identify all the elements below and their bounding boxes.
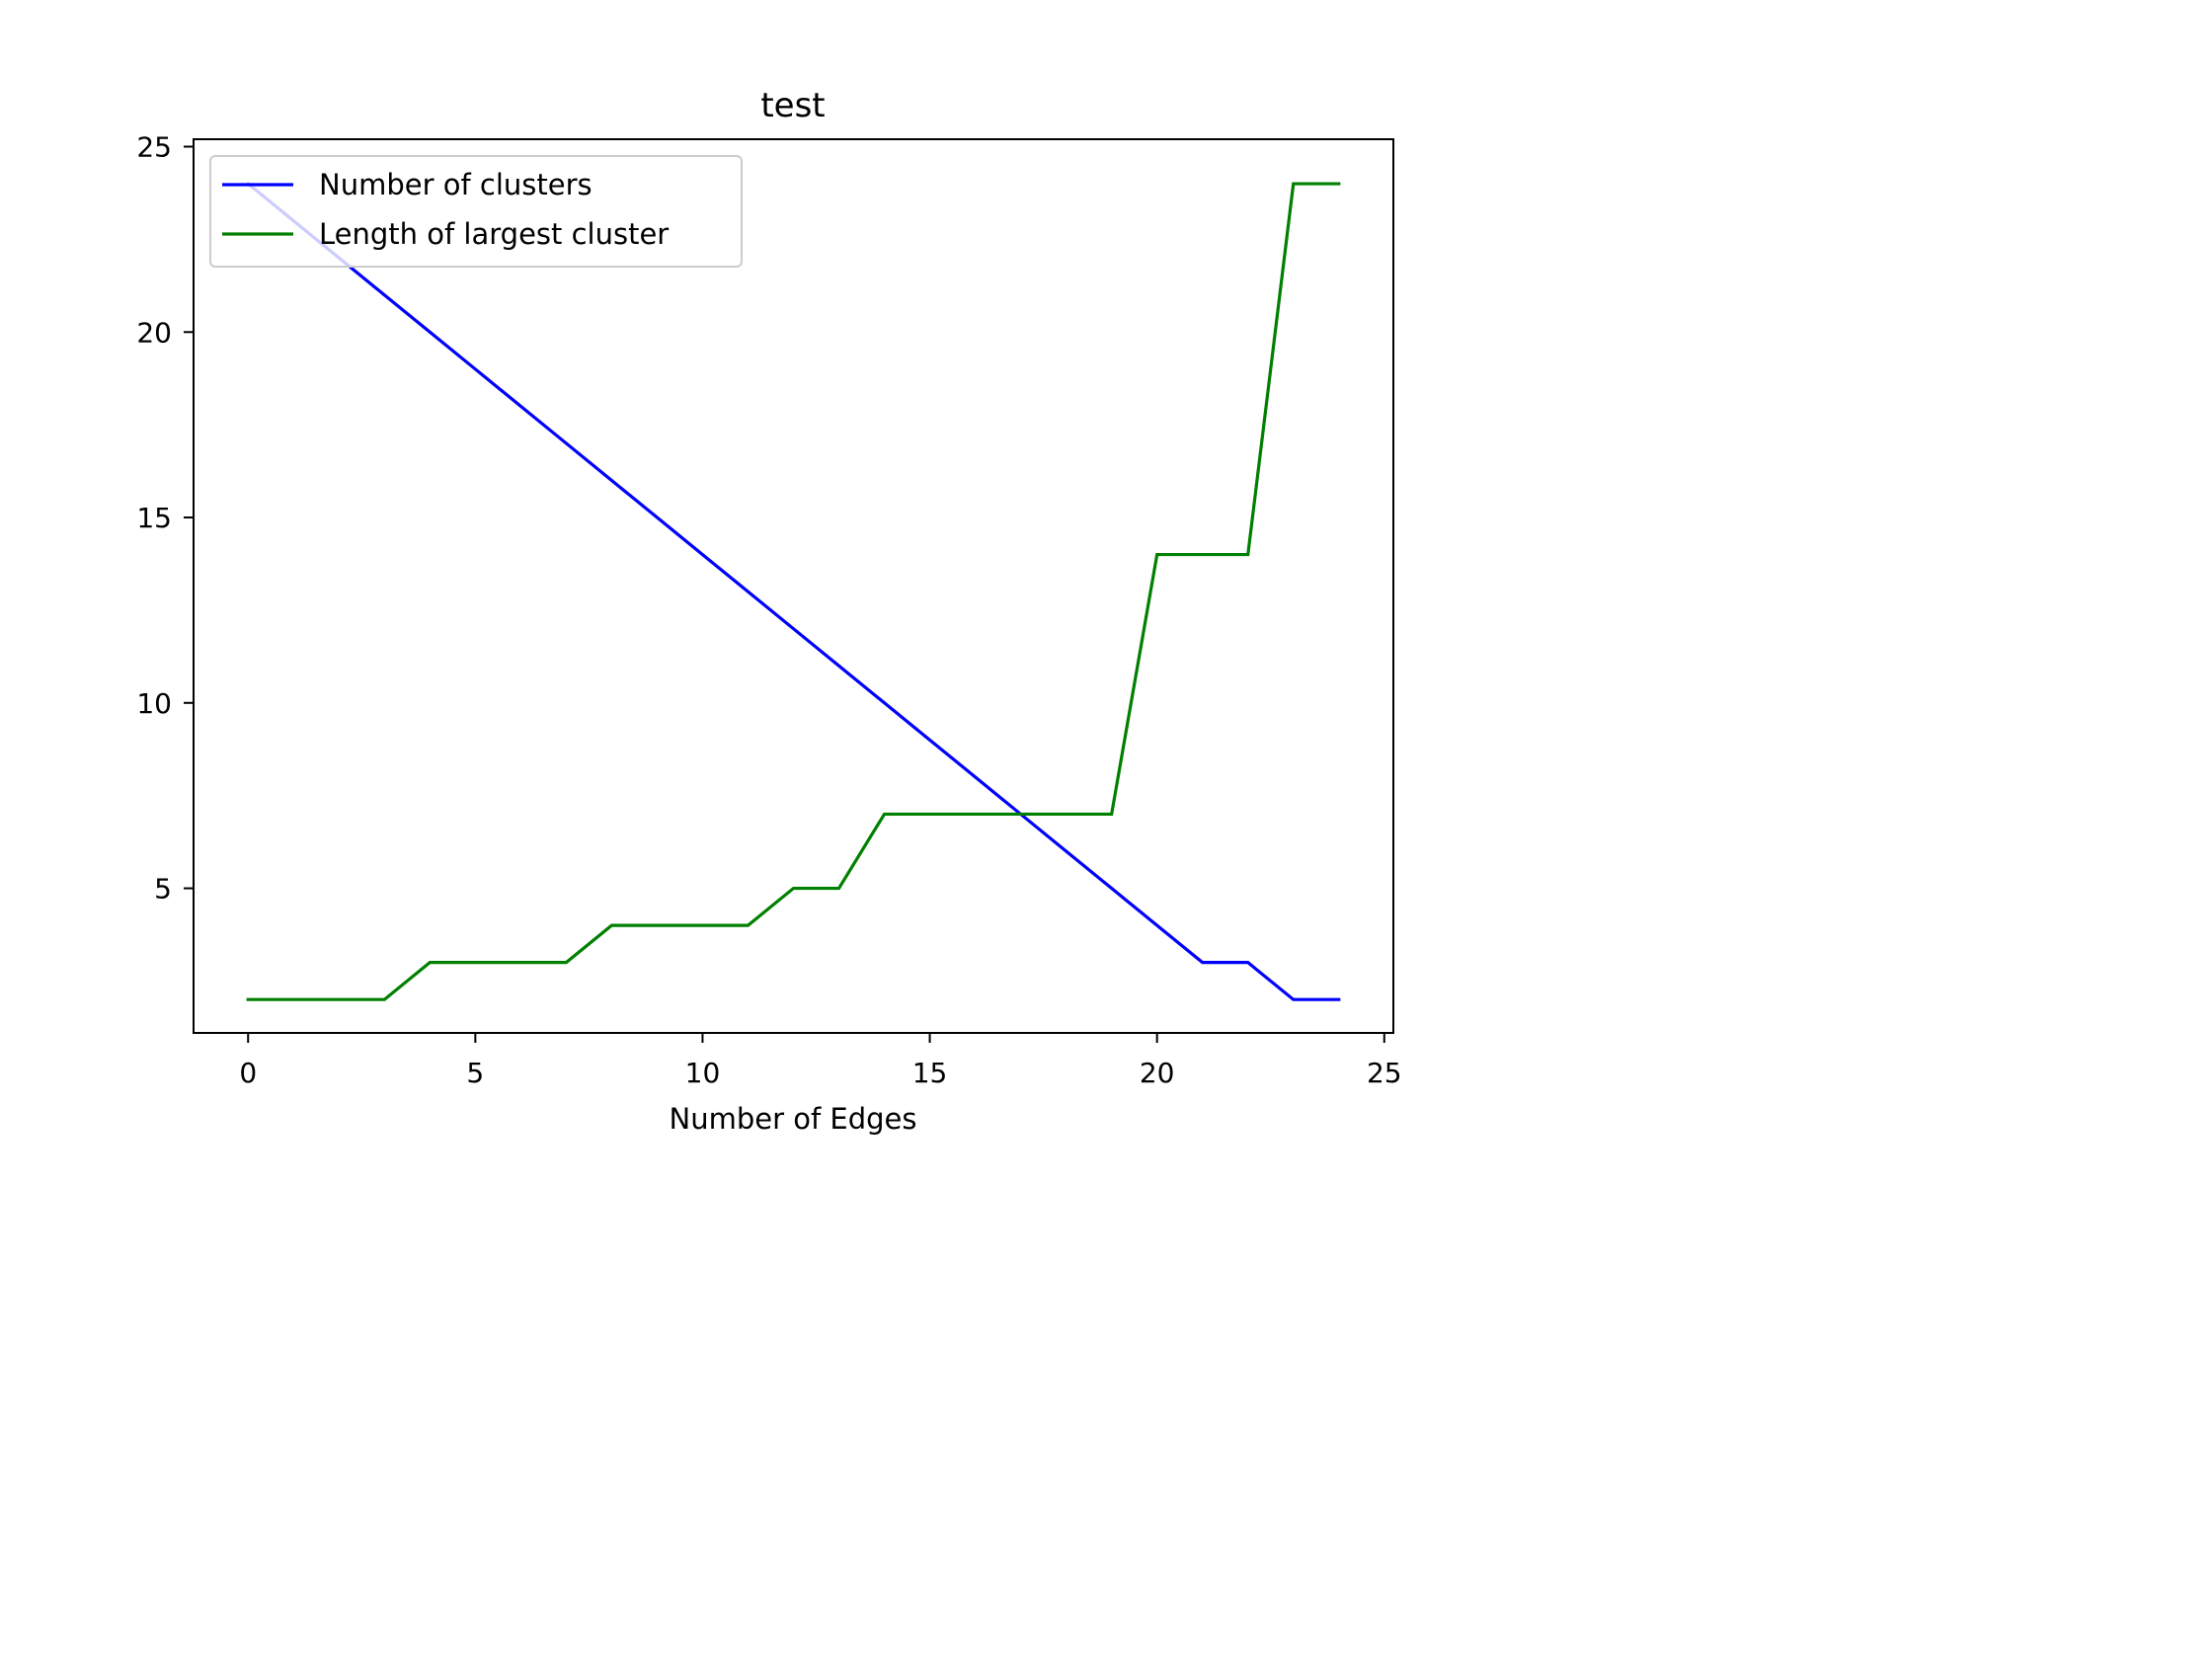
legend: Number of clusters Length of largest clus…: [209, 155, 743, 268]
series-line-1: [245, 181, 1341, 1001]
chart-title: test: [760, 86, 825, 125]
legend-label-2: Length of largest cluster: [319, 217, 669, 251]
x-axis-title: Number of Edges: [670, 1102, 917, 1136]
x-tick-label: 10: [685, 1057, 721, 1089]
x-tick-label: 20: [1140, 1057, 1175, 1089]
x-tick-label: 15: [912, 1057, 948, 1089]
x-tick-label: 25: [1367, 1057, 1402, 1089]
y-tick-label: 25: [136, 131, 172, 164]
plot-frame: [193, 138, 1394, 1034]
series-line-2: [246, 182, 1341, 1001]
y-tick-label: 20: [136, 316, 172, 349]
x-tick-label: 0: [239, 1057, 257, 1089]
y-tick-label: 15: [136, 502, 172, 534]
y-tick-label: 5: [154, 873, 172, 906]
x-tick-label: 5: [466, 1057, 484, 1089]
y-tick-label: 10: [136, 687, 172, 720]
legend-box: [209, 155, 743, 268]
legend-label-1: Number of clusters: [319, 168, 592, 201]
line-chart: test 0 5 10 15 20 25 5 10 15 20 25 Number of Edges…: [0, 0, 1527, 1146]
series-layer: [245, 181, 1341, 1001]
axes-layer: 0 5 10 15 20 25 5 10 15 20 25: [136, 131, 1401, 1089]
